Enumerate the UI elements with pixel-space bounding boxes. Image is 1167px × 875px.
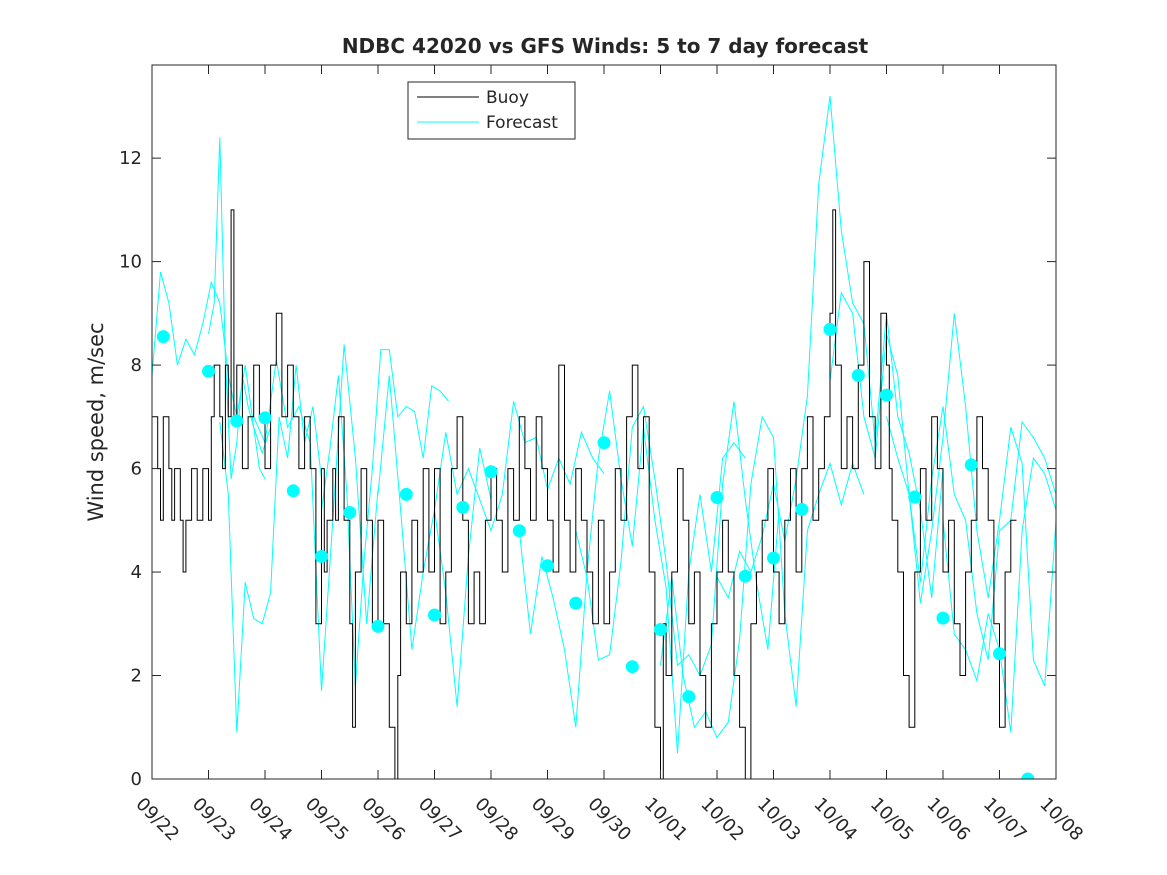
analysis-marker [597, 436, 611, 450]
analysis-marker [738, 569, 752, 583]
analysis-marker [456, 500, 470, 514]
analysis-marker [880, 388, 893, 402]
y-tick-label: 10 [119, 252, 142, 273]
analysis-marker [767, 551, 780, 565]
analysis-marker [710, 491, 724, 504]
analysis-marker [202, 364, 215, 378]
forecast-line-11 [716, 95, 944, 600]
analysis-marker [936, 611, 950, 625]
legend-box [407, 81, 576, 140]
y-tick-label: 6 [131, 459, 142, 480]
legend-forecast-label: Forecast [486, 113, 558, 133]
forecast-line-8 [518, 390, 746, 754]
analysis-marker [964, 458, 978, 472]
analysis-marker [682, 690, 696, 704]
analysis-marker [371, 619, 385, 633]
forecast-line-5 [321, 349, 449, 686]
analysis-marker [286, 484, 300, 498]
y-tick-label: 2 [131, 666, 142, 687]
analysis-marker [1021, 772, 1035, 779]
y-axis-label: Wind speed, m/sec [84, 322, 108, 521]
analysis-marker [993, 647, 1006, 661]
forecast-line-10 [660, 415, 865, 739]
forecast-line-1 [152, 271, 272, 455]
y-tick-label: 8 [131, 355, 142, 376]
analysis-marker [156, 330, 170, 344]
analysis-marker [512, 524, 526, 538]
marker-layer [156, 322, 1035, 779]
chart-title: NDBC 42020 vs GFS Winds: 5 to 7 day fore… [342, 34, 869, 58]
y-tick-label: 4 [131, 562, 142, 583]
analysis-marker [795, 502, 809, 516]
analysis-marker [258, 411, 272, 425]
forecast-line-9 [575, 401, 780, 677]
analysis-marker [399, 487, 413, 501]
legend-buoy-label: Buoy [486, 88, 529, 108]
analysis-marker [823, 322, 837, 336]
analysis-marker [654, 623, 667, 636]
y-tick-label: 12 [119, 148, 142, 169]
analysis-marker [908, 490, 922, 504]
forecast-line-2 [208, 137, 266, 480]
legend: Buoy Forecast [407, 81, 576, 140]
analysis-marker [230, 414, 244, 428]
analysis-marker [484, 465, 498, 479]
y-tick-label: 0 [131, 769, 142, 790]
analysis-marker [428, 608, 441, 622]
forecast-line-12 [829, 291, 1056, 661]
analysis-marker [569, 596, 583, 610]
analysis-marker [315, 550, 328, 563]
analysis-marker [541, 559, 554, 573]
analysis-marker [851, 368, 865, 382]
analysis-marker [343, 506, 357, 519]
analysis-marker [625, 660, 639, 674]
